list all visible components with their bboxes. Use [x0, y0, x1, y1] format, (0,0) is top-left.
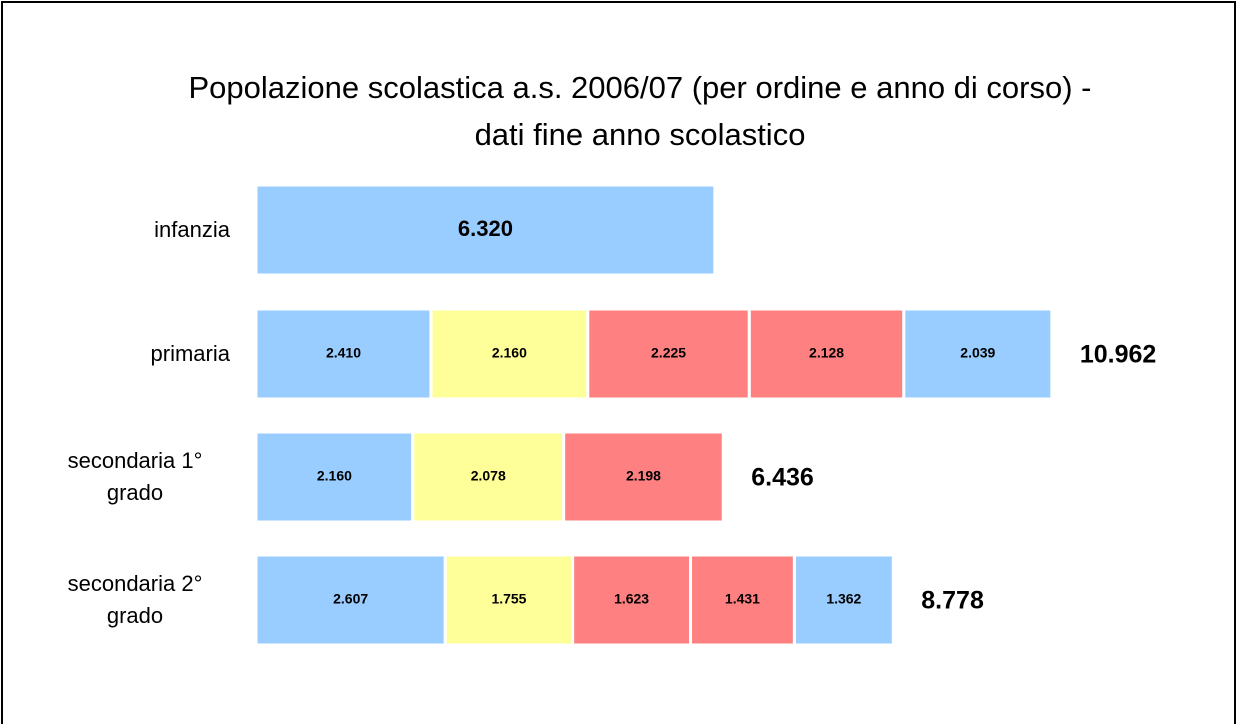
bar-segment [254, 553, 447, 647]
category-label: primaria [151, 309, 230, 399]
category-text: secondaria 1° grado [67, 448, 203, 505]
data-label: 2.039 [960, 345, 995, 361]
data-label: 1.755 [491, 591, 526, 607]
data-label: 2.160 [317, 468, 352, 484]
category-label: secondaria 1° grado [40, 432, 230, 522]
total-label: 10.962 [1080, 341, 1156, 369]
bar-segment [254, 183, 717, 277]
category-text: primaria [150, 341, 230, 366]
bar-segment [586, 307, 751, 401]
data-label: 2.225 [651, 345, 686, 361]
category-text: infanzia [154, 217, 230, 242]
bar-segment [429, 307, 590, 401]
bar-segment [254, 307, 433, 401]
data-label: 1.362 [826, 591, 861, 607]
data-label: 1.431 [725, 591, 760, 607]
category-label: infanzia [154, 185, 230, 275]
bar-segment [443, 553, 575, 647]
data-label: 6.320 [458, 216, 513, 241]
data-label: 2.607 [333, 591, 368, 607]
bar-segment [689, 553, 796, 647]
bar-segment [562, 430, 725, 524]
bar-segment [747, 307, 906, 401]
bar-segment [902, 307, 1054, 401]
data-label: 2.410 [326, 345, 361, 361]
data-label: 2.160 [492, 345, 527, 361]
data-label: 2.078 [471, 468, 506, 484]
total-label: 6.436 [751, 464, 814, 492]
bar-segment [792, 553, 895, 647]
data-label: 2.198 [626, 468, 661, 484]
total-label: 8.778 [921, 587, 984, 615]
bar-segment [411, 430, 566, 524]
data-label: 1.623 [614, 591, 649, 607]
chart-title: Popolazione scolastica a.s. 2006/07 (per… [188, 70, 1092, 152]
category-label: secondaria 2° grado [40, 555, 230, 645]
category-text: secondaria 2° grado [67, 571, 203, 628]
data-label: 2.128 [809, 345, 844, 361]
